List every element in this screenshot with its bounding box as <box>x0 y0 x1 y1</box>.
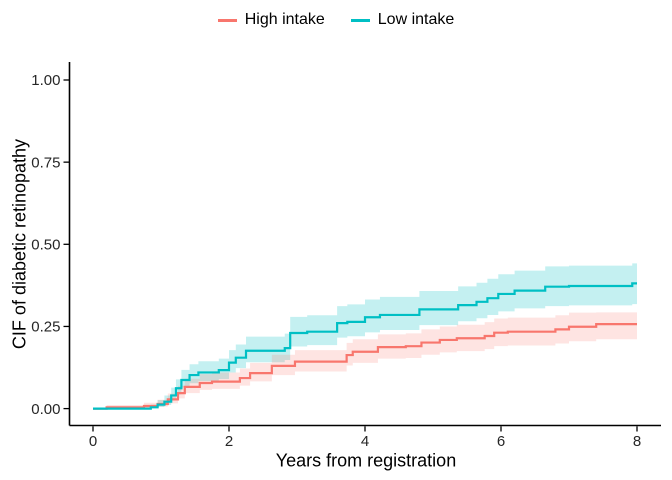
x-tick-label: 8 <box>633 433 641 450</box>
y-tick-label: 0.25 <box>31 319 60 336</box>
chart-legend: High intake Low intake <box>0 11 672 29</box>
x-tick-label: 4 <box>361 433 369 450</box>
legend-item-high-intake: High intake <box>217 11 325 29</box>
step-curve-low-intake <box>93 282 637 410</box>
x-axis-title: Years from registration <box>275 450 457 471</box>
x-tick-label: 0 <box>89 433 97 450</box>
legend-item-low-intake: Low intake <box>350 11 455 29</box>
y-tick-label: 0.00 <box>31 401 60 418</box>
step-curve-high-intake <box>93 323 637 410</box>
confidence-band-low-intake <box>93 263 637 409</box>
y-tick-label: 1.00 <box>31 72 60 89</box>
y-tick-label: 0.50 <box>31 237 60 254</box>
legend-label-low-intake: Low intake <box>377 11 455 28</box>
legend-line-swatch-high-intake <box>217 18 237 22</box>
legend-label-high-intake: High intake <box>244 11 325 28</box>
legend-line-swatch-low-intake <box>350 18 370 22</box>
x-tick-label: 2 <box>225 433 233 450</box>
y-tick-label: 0.75 <box>31 154 60 171</box>
confidence-band-high-intake <box>93 312 637 409</box>
x-tick-label: 6 <box>497 433 505 450</box>
